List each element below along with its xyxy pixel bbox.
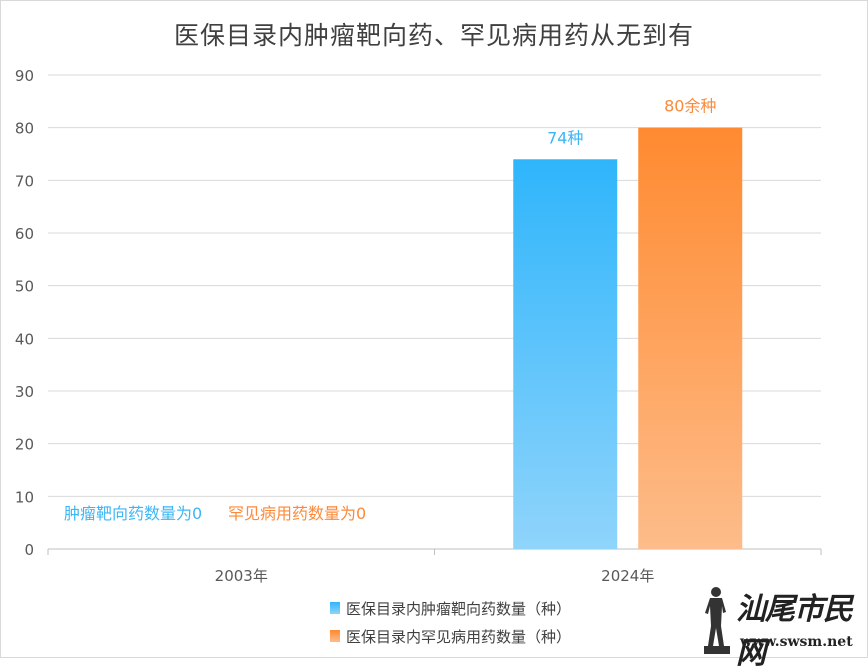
legend: 医保目录内肿瘤靶向药数量（种） 医保目录内罕见病用药数量（种） [330,594,571,650]
data-label: 肿瘤靶向药数量为0 [64,504,202,523]
legend-label-rare: 医保目录内罕见病用药数量（种） [346,627,572,646]
y-tick-label: 30 [15,383,34,401]
y-tick-label: 10 [15,488,34,506]
y-tick-label: 20 [15,436,34,454]
statue-icon [704,587,730,654]
chart-title: 医保目录内肿瘤靶向药、罕见病用药从无到有 [173,21,694,50]
legend-label-targeted: 医保目录内肿瘤靶向药数量（种） [346,599,572,618]
y-tick-label: 40 [15,330,34,348]
watermark: 汕尾市民网 www.swsm.net [700,582,866,671]
data-labels: 肿瘤靶向药数量为0 罕见病用药数量为0 74种 80余种 [64,97,716,523]
y-tick-label: 70 [15,172,34,190]
x-tick-label: 2003年 [215,567,268,585]
bar-targeted-1 [513,159,618,549]
legend-item-targeted[interactable]: 医保目录内肿瘤靶向药数量（种） [330,594,571,622]
x-tick-label: 2024年 [601,567,654,585]
bars [513,127,743,550]
legend-swatch-orange [330,630,340,642]
y-tick-label: 90 [15,67,34,85]
y-axis: 0 10 20 30 40 50 60 70 80 90 [15,67,34,559]
y-tick-label: 0 [24,541,34,559]
legend-swatch-blue [330,602,340,614]
data-label: 74种 [547,128,583,147]
watermark-url: www.swsm.net [740,634,853,650]
bar-rare-1 [638,127,743,550]
y-tick-label: 80 [15,120,34,138]
watermark-text: 汕尾市民网 [736,592,853,671]
data-label: 罕见病用药数量为0 [228,504,366,523]
y-tick-label: 60 [15,225,34,243]
chart-plot: 0 10 20 30 40 50 60 70 80 90 2003年 2024年 肿瘤靶向药数量为0… [15,67,822,585]
data-label: 80余种 [664,97,716,116]
y-tick-label: 50 [15,278,34,296]
x-axis: 2003年 2024年 [47,548,822,585]
legend-item-rare[interactable]: 医保目录内罕见病用药数量（种） [330,622,571,650]
